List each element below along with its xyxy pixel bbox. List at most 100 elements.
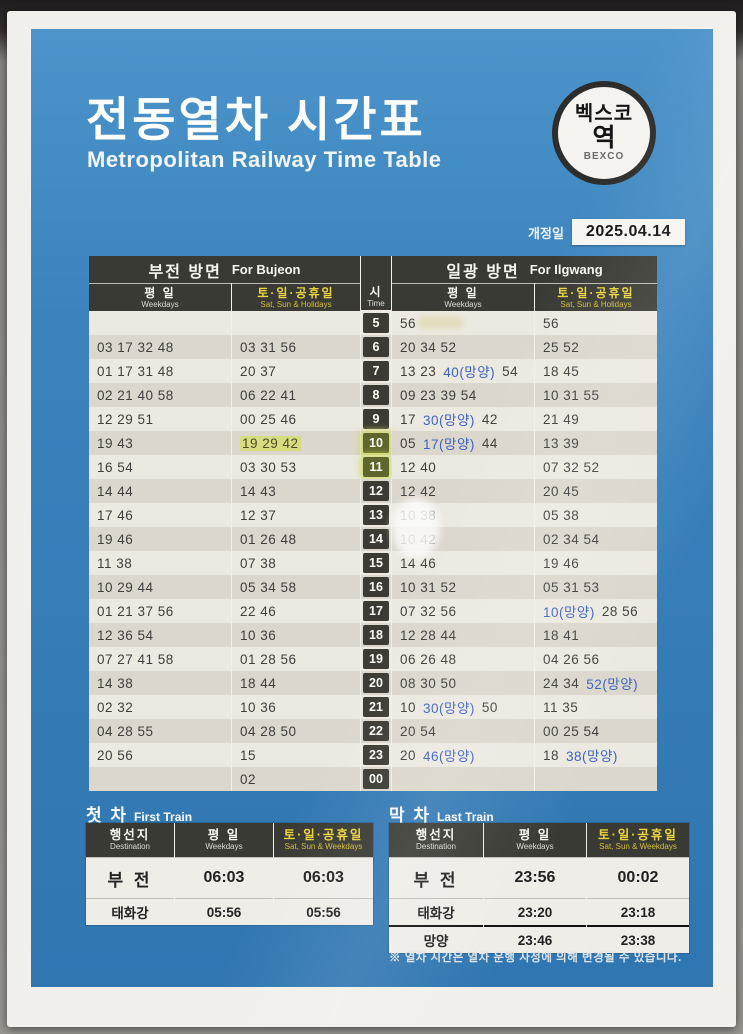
ilgwang-weekend-cell: 56 <box>535 311 657 335</box>
bujeon-weekday-cell <box>89 767 231 791</box>
time-value: 06 22 41 <box>240 387 297 403</box>
bujeon-weekend-cell: 03 31 56 <box>232 335 360 359</box>
hour-cell: 00 <box>361 767 391 791</box>
poster-paper: 전동열차 시간표 Metropolitan Railway Time Table… <box>7 11 736 1027</box>
first-train-title: 첫 차 First Train <box>86 806 193 825</box>
time-value: 30(망양) <box>423 701 475 716</box>
ilgwang-weekend-cell: 07 32 52 <box>535 455 657 479</box>
bujeon-weekday-cell: 19 43 <box>89 431 231 455</box>
time-value: 05 34 58 <box>240 579 297 595</box>
timetable: 부전 방면 For Bujeon 일광 방면 For Ilgwang 평 일 W… <box>89 256 657 791</box>
bujeon-weekday-cell: 11 38 <box>89 551 231 575</box>
ilgwang-weekend-cell: 18 45 <box>535 359 657 383</box>
time-value: 07 32 52 <box>543 459 600 475</box>
time-value: 01 28 56 <box>240 651 297 667</box>
bujeon-weekday-cell: 12 29 51 <box>89 407 231 431</box>
timetable-row: 03 17 32 48 03 31 56 6 20 34 52 25 52 <box>89 335 657 359</box>
photo-artifact-blob <box>392 498 440 558</box>
ilgwang-weekend-cell: 02 34 54 <box>535 527 657 551</box>
time-value: 07 27 41 58 <box>97 651 174 667</box>
time-value: 01 17 31 48 <box>97 363 174 379</box>
hour-cell: 20 <box>361 671 391 695</box>
weekend-header: 토·일·공휴일 Sat, Sun & Weekdays <box>274 823 373 857</box>
revision-date: 2025.04.14 <box>571 219 685 245</box>
weekday-time-cell: 06:03 <box>175 857 273 898</box>
ilgwang-weekday-cell: 17 30(망양) 42 <box>392 407 534 431</box>
time-value: 14 46 <box>400 555 437 571</box>
ilgwang-weekend-cell: 18 38(망양) <box>535 743 657 767</box>
time-value: 04 28 50 <box>240 723 297 739</box>
ilgwang-weekend-cell: 18 41 <box>535 623 657 647</box>
bujeon-weekend-cell: 05 34 58 <box>232 575 360 599</box>
bujeon-weekend-cell: 18 44 <box>232 671 360 695</box>
bujeon-weekend-cell: 10 36 <box>232 695 360 719</box>
hour-cell: 19 <box>361 647 391 671</box>
station-name-ko: 벡스코 <box>574 102 634 125</box>
time-value: 44 <box>481 435 498 451</box>
weekday-time-cell: 23:56 <box>484 857 586 898</box>
ilgwang-weekday-cell: 20 46(망양) <box>392 743 534 767</box>
time-value: 10 <box>400 699 417 715</box>
ilgwang-weekend-cell: 20 45 <box>535 479 657 503</box>
ilgwang-weekend-cell: 04 26 56 <box>535 647 657 671</box>
time-value: 16 54 <box>97 459 134 475</box>
timetable-row: 12 29 51 00 25 46 9 17 30(망양) 42 21 49 <box>89 407 657 431</box>
timetable-row: 01 21 37 56 22 46 17 07 32 56 10(망양) 28 56 <box>89 599 657 623</box>
weekend-subheader: 토·일·공휴일 Sat, Sun & Holidays <box>535 283 657 311</box>
ilgwang-weekday-cell: 56 <box>392 311 534 335</box>
time-value: 08 30 50 <box>400 675 457 691</box>
bujeon-weekday-cell: 04 28 55 <box>89 719 231 743</box>
ilgwang-weekday-cell: 07 32 56 <box>392 599 534 623</box>
bujeon-weekday-cell: 19 46 <box>89 527 231 551</box>
time-value: 03 17 32 48 <box>97 339 174 355</box>
weekend-time-cell: 00:02 <box>587 857 689 898</box>
hour-badge: 20 <box>363 673 389 693</box>
time-value: 07 38 <box>240 555 277 571</box>
time-value: 00 25 46 <box>240 411 297 427</box>
time-value: 19 46 <box>543 555 580 571</box>
weekday-subheader: 평 일 Weekdays <box>89 283 231 311</box>
ilgwang-weekend-cell: 05 38 <box>535 503 657 527</box>
time-value: 00 25 54 <box>543 723 600 739</box>
time-value: 01 26 48 <box>240 531 297 547</box>
time-subheader: 시 Time <box>361 283 391 310</box>
time-value: 40(망양) <box>443 365 496 380</box>
direction-en: For Ilgwang <box>529 262 603 277</box>
time-value: 17(망양) <box>423 437 475 452</box>
time-value: 56 <box>400 315 417 331</box>
hour-badge: 21 <box>363 697 389 717</box>
timetable-body: 5 56 56 03 17 32 48 03 31 56 6 20 34 52 25 52 01… <box>89 311 657 791</box>
weekday-subheader: 평 일 Weekdays <box>392 283 534 311</box>
time-value: 18 <box>543 747 560 763</box>
weekend-header: 토·일·공휴일 Sat, Sun & Weekdays <box>587 823 689 857</box>
time-value: 18 41 <box>543 627 580 643</box>
time-value: 07 32 56 <box>400 603 457 619</box>
dest-header: 행선지 Destination <box>86 823 174 857</box>
time-value: 12 42 <box>400 483 437 499</box>
time-value: 05 <box>400 435 417 451</box>
bujeon-weekday-cell: 14 38 <box>89 671 231 695</box>
ilgwang-weekend-cell: 10(망양) 28 56 <box>535 599 657 623</box>
ilgwang-weekday-cell: 20 34 52 <box>392 335 534 359</box>
ilgwang-weekday-cell: 12 28 44 <box>392 623 534 647</box>
hour-badge: 15 <box>363 553 389 573</box>
time-value: 10 29 44 <box>97 579 154 595</box>
timetable-row: 10 29 44 05 34 58 16 10 31 52 05 31 53 <box>89 575 657 599</box>
time-column-header-top <box>361 256 391 283</box>
station-name-en: BEXCO <box>583 150 625 162</box>
hour-cell: 18 <box>361 623 391 647</box>
time-value: 52(망양) <box>586 677 639 692</box>
ilgwang-weekend-cell: 00 25 54 <box>535 719 657 743</box>
time-value: 03 31 56 <box>240 339 297 355</box>
hour-cell: 17 <box>361 599 391 623</box>
time-value: 17 46 <box>97 507 134 523</box>
time-value: 14 38 <box>97 675 134 691</box>
hour-cell: 23 <box>361 743 391 767</box>
hour-badge: 10 <box>363 433 389 453</box>
bujeon-weekday-cell: 10 29 44 <box>89 575 231 599</box>
timetable-row: 16 54 03 30 53 11 12 40 07 32 52 <box>89 455 657 479</box>
hour-badge: 18 <box>363 625 389 645</box>
ilgwang-weekday-cell: 13 23 40(망양) 54 <box>392 359 534 383</box>
ilgwang-weekday-cell: 10 30(망양) 50 <box>392 695 534 719</box>
ilgwang-weekday-cell: 06 26 48 <box>392 647 534 671</box>
